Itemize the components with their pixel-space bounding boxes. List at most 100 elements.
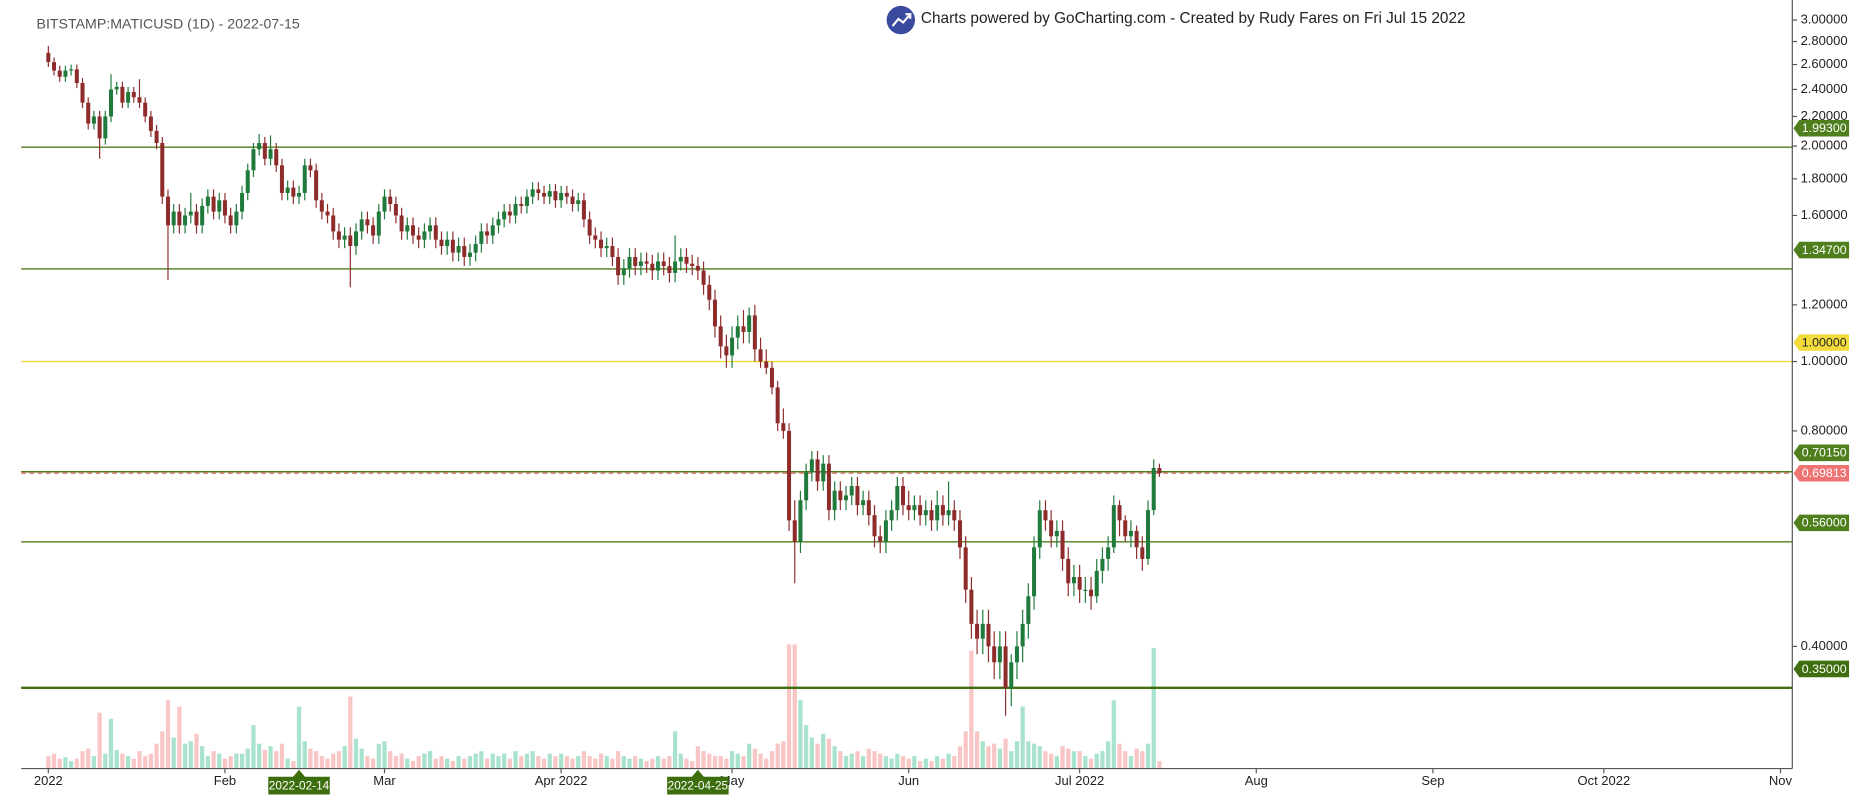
candle-body	[336, 231, 341, 240]
volume-bar	[1100, 751, 1105, 769]
volume-bar	[707, 753, 712, 769]
volume-bar	[1009, 751, 1014, 769]
volume-bar	[234, 753, 239, 769]
candle-body	[1094, 570, 1099, 597]
candle-body	[1151, 468, 1156, 511]
candle-body	[1049, 520, 1054, 537]
volume-bar	[633, 756, 638, 769]
level-tag-box	[1793, 514, 1850, 532]
candle-body	[980, 623, 985, 639]
candle-body	[467, 252, 472, 257]
level-tag-label: 1.99300	[1802, 121, 1847, 135]
credit-text: Charts powered by GoCharting.com - Creat…	[921, 10, 1466, 27]
volume-bar	[593, 758, 598, 769]
volume-bar	[849, 753, 854, 769]
candle-body	[1026, 596, 1031, 624]
candle-body	[217, 200, 222, 212]
volume-bar	[125, 756, 131, 769]
volume-bar	[388, 751, 393, 769]
volume-bar	[46, 756, 51, 769]
candle-body	[1100, 558, 1105, 571]
candle-body	[1037, 510, 1042, 548]
candle-body	[257, 142, 262, 150]
volume-bar	[1054, 756, 1059, 769]
candle-body	[707, 284, 712, 300]
volume-bar	[314, 751, 319, 769]
volume-bar	[365, 756, 370, 769]
volume-bar	[1117, 743, 1122, 769]
chart-title: BITSTAMP:MATICUSD (1D) - 2022-07-15	[37, 17, 300, 33]
volume-bar	[581, 751, 587, 769]
candle-body	[638, 261, 643, 266]
volume-bar	[923, 758, 928, 769]
volume-bar	[342, 746, 347, 769]
candle-body	[211, 196, 216, 212]
candle-body	[456, 246, 461, 253]
candle-body	[667, 265, 672, 273]
volume-bar	[302, 741, 307, 769]
volume-bar	[564, 756, 569, 769]
volume-bar	[422, 753, 427, 769]
volume-bar	[177, 706, 182, 769]
candle-body	[809, 459, 814, 473]
candle-body	[621, 268, 626, 276]
candle-body	[462, 246, 467, 257]
candle-body	[405, 225, 410, 232]
volume-bar	[644, 761, 649, 769]
volume-bar	[752, 748, 757, 769]
volume-bar	[114, 749, 119, 769]
volume-bar	[399, 753, 404, 769]
candle-body	[433, 225, 438, 240]
candle-body	[781, 423, 786, 431]
level-tag: 0.35000	[1793, 660, 1850, 678]
candle-body	[188, 211, 193, 216]
candle-body	[91, 116, 96, 124]
y-tick-label: 2.00000	[1801, 138, 1848, 153]
candle-body	[599, 239, 604, 249]
volume-bar	[940, 758, 946, 769]
y-tick-label: 0.80000	[1801, 422, 1848, 437]
candle-body	[416, 235, 421, 240]
level-layer	[21, 146, 1793, 690]
candle-body	[194, 211, 199, 226]
candle-body	[992, 646, 997, 663]
date-marker: 2022-02-14	[268, 769, 330, 795]
volume-bar	[1123, 751, 1128, 769]
candle-body	[1003, 646, 1008, 688]
volume-bar	[279, 743, 285, 769]
volume-bar	[935, 756, 940, 769]
candle-body	[633, 256, 638, 266]
candle-body	[291, 187, 296, 197]
level-tag: 1.99300	[1793, 119, 1850, 137]
volume-bar	[764, 758, 769, 769]
volume-bar	[325, 758, 330, 769]
volume-bar	[798, 700, 803, 769]
volume-bar	[57, 758, 62, 769]
candle-body	[1083, 589, 1088, 591]
volume-bar	[1088, 758, 1094, 769]
candle-body	[650, 263, 655, 271]
candle-body	[764, 361, 769, 368]
date-marker-label: 2022-02-14	[269, 778, 330, 792]
candle-body	[735, 326, 740, 338]
volume-bar	[450, 761, 456, 769]
volume-bar	[604, 756, 609, 769]
volume-bar	[615, 751, 621, 769]
axes-layer: 3.00000 2.80000 2.60000 2.40000 2.20000 2.000…	[21, 0, 1850, 795]
volume-bar	[445, 758, 450, 769]
y-tick-label: 1.80000	[1801, 170, 1848, 185]
volume-bar	[747, 743, 752, 769]
candle-body	[695, 265, 700, 271]
candle-body	[519, 204, 524, 206]
candle-layer	[46, 45, 1162, 716]
volume-bar	[718, 756, 723, 769]
volume-bar	[1014, 741, 1020, 769]
candle-body	[866, 500, 871, 516]
candle-body	[1157, 468, 1162, 474]
volume-bar	[872, 751, 877, 769]
volume-bar	[513, 751, 518, 769]
candle-body	[148, 116, 153, 131]
volume-bar	[80, 751, 85, 769]
candle-body	[422, 231, 427, 240]
